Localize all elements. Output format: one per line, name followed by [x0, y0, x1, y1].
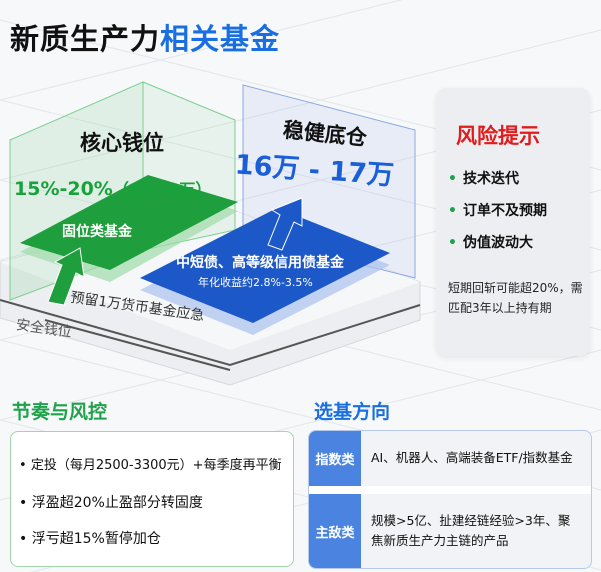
blue-slab — [140, 208, 390, 323]
base-lines — [0, 299, 421, 371]
selection-card: 指数类 AI、机器人、高端装备ETF/指数基金 主敌类 规模>5亿、扯建经链经验… — [308, 430, 592, 569]
rhythm-item: • 定投（每月2500-3300元）+每季度再平衡 — [19, 458, 282, 473]
risk-item: 订单不及预期 — [448, 200, 547, 232]
core-ratio: 15%-20%（3万 -4万） — [14, 178, 212, 200]
risk-note: 短期回斩可能超20%，需匹配3年以上持有期 — [448, 281, 583, 315]
risk-item: 伪值波动大 — [448, 232, 547, 264]
rhythm-item: • 浮盈超20%止盈部分转固度 — [19, 495, 203, 511]
selection-text: 规模>5亿、扯建经链经验>3年、聚焦新质生产力主链的产品 — [371, 513, 571, 548]
page-title: 新质生产力相关基金 — [10, 22, 281, 56]
stable-yield: 年化收益约2.8%-3.5% — [198, 276, 313, 289]
risk-item: 技术迭代 — [448, 168, 547, 200]
green-arrow — [47, 247, 85, 306]
core-fund: 固位类基金 — [62, 224, 132, 240]
blue-arrow — [267, 197, 303, 251]
selection-tag: 指数类 — [309, 431, 361, 486]
stable-fund: 中短债、高等级信用债基金 — [176, 255, 344, 271]
selection-title: 选基方向 — [314, 401, 391, 423]
rhythm-item: • 浮亏超15%暂停加仓 — [19, 531, 161, 547]
rhythm-title: 节奏与风控 — [12, 401, 108, 423]
rhythm-card: • 定投（每月2500-3300元）+每季度再平衡 • 浮盈超20%止盈部分转固… — [10, 431, 294, 567]
risk-card: 风险提示 技术迭代 订单不及预期 伪值波动大 短期回斩可能超20%，需匹配3年以… — [436, 88, 590, 356]
core-label: 核心钱位 — [80, 131, 164, 155]
selection-tag: 主敌类 — [309, 494, 361, 568]
risk-title: 风险提示 — [456, 124, 540, 148]
green-slab — [20, 175, 238, 270]
selection-text: AI、机器人、高端装备ETF/指数基金 — [371, 450, 573, 465]
